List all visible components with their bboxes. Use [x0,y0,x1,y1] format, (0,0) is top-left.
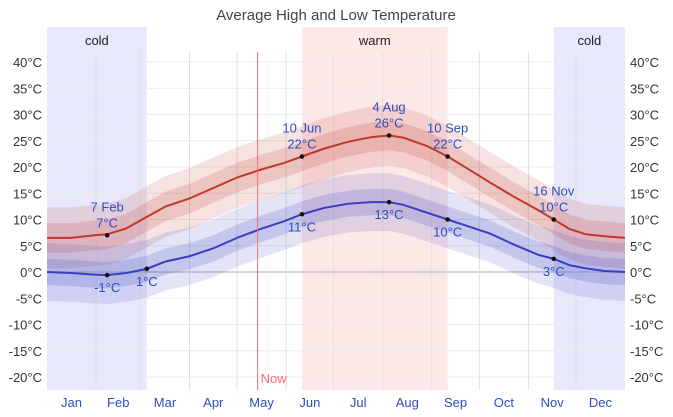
data-point-marker [445,217,450,222]
y-tick-label-left: 25°C [13,134,42,149]
y-tick-label-right: -15°C [630,344,663,359]
annotation-label: 7°C [96,215,118,230]
x-tick-label-jun: Jun [299,395,320,410]
band-outer-high [47,105,625,269]
now-marker: Now [257,52,288,390]
y-tick-label-right: -5°C [630,291,656,306]
temperature-lines [46,134,626,277]
y-tick-label-left: -5°C [16,291,42,306]
x-tick-label-feb: Feb [107,395,129,410]
x-tick-label-apr: Apr [203,395,224,410]
y-tick-label-left: 15°C [13,186,42,201]
y-tick-label-right: 35°C [630,81,659,96]
annotation-label: -1°C [94,280,120,295]
data-point-marker [386,199,392,205]
y-tick-label-left: -10°C [9,318,42,333]
y-tick-label-left: 10°C [13,213,42,228]
y-tick-label-right: 0°C [630,265,652,280]
annotation-label: 10 Jun [282,121,321,136]
annotation-label: 4 Aug [372,100,405,115]
x-tick-label-jan: Jan [61,395,82,410]
annotation-label: 1°C [136,274,158,289]
grid-lines [47,52,625,390]
y-tick-label-right: -10°C [630,318,663,333]
annotation-label: 10°C [433,225,462,240]
data-point-marker [299,154,305,159]
x-tick-label-dec: Dec [589,395,613,410]
annotation-label: 3°C [543,264,565,279]
y-tick-label-left: -20°C [9,370,42,385]
band-outer-low [47,173,625,305]
y-tick-label-left: 30°C [13,108,42,123]
y-tick-label-right: 10°C [630,213,659,228]
y-tick-label-right: 15°C [630,186,659,201]
y-tick-label-right: 25°C [630,134,659,149]
y-axis-right: 40°C 35°C 30°C 25°C 20°C 15°C 10°C 5°C 0°C -5°C -1… [630,55,663,385]
annotation-label: 11°C [288,219,316,234]
data-point-marker [104,232,110,238]
annotation-label: 26°C [375,116,404,131]
data-point-marker [386,133,392,138]
band-inner-high [47,120,625,253]
x-tick-label-mar: Mar [154,395,177,410]
y-tick-label-right: 20°C [630,160,659,175]
x-tick-label-oct: Oct [494,395,515,410]
data-point-marker [551,256,557,262]
x-tick-label-may: May [249,395,274,410]
annotation-label: 10°C [539,200,568,215]
y-tick-label-right: 30°C [630,108,659,123]
data-point-marker [104,272,110,278]
season-band-cold [553,27,625,390]
line-low [46,201,626,277]
annotation-label: 22°C [433,137,462,152]
y-tick-label-left: 40°C [13,55,42,70]
x-tick-label-nov: Nov [541,395,565,410]
data-point-marker [144,266,150,272]
line-high [47,134,626,239]
season-band-cold [47,27,147,390]
now-label: Now [261,371,288,386]
x-axis: Jan Feb Mar Apr May Jun Jul Aug Sep Oct Nov Dec [61,395,612,410]
temperature-bands [47,105,625,305]
data-point-marker [299,211,305,217]
annotation-label: 10 Sep [427,121,468,136]
y-tick-label-left: 20°C [13,160,42,175]
y-axis-left: 40°C 35°C 30°C 25°C 20°C 15°C 10°C 5°C 0°C -5°C -1… [9,55,42,385]
annotation-label: 22°C [287,137,316,152]
annotation-label: 13°C [375,207,404,222]
x-tick-label-sep: Sep [444,395,467,410]
x-tick-label-aug: Aug [396,395,419,410]
annotation-label: 16 Nov [533,184,575,199]
season-label-warm: warm [358,33,391,48]
season-label-cold: cold [85,33,109,48]
y-tick-label-right: -20°C [630,370,663,385]
chart-title: Average High and Low Temperature [216,7,456,24]
y-tick-label-left: 35°C [13,81,42,96]
season-label-cold: cold [577,33,601,48]
data-point-marker [445,154,450,159]
y-tick-label-left: -15°C [9,344,42,359]
data-point-marker [551,217,557,222]
annotation-label: 7 Feb [91,199,124,214]
y-tick-label-left: 0°C [20,265,42,280]
band-inner-low [47,189,625,289]
y-tick-label-right: 40°C [630,55,659,70]
y-tick-label-right: 5°C [630,239,652,254]
y-tick-label-left: 5°C [20,239,42,254]
x-tick-label-jul: Jul [350,395,367,410]
